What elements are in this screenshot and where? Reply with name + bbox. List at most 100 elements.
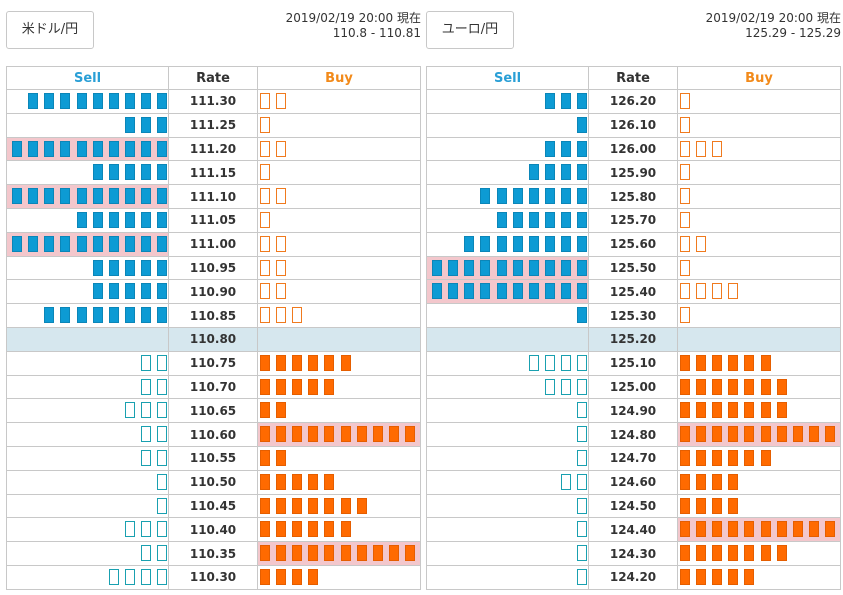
- buy-order-block: [680, 473, 690, 490]
- sell-orders-cell: [6, 445, 169, 471]
- sell-orders-cell: [6, 398, 169, 424]
- sell-order-block: [108, 235, 119, 252]
- buy-order-block: [276, 568, 287, 585]
- buy-order-block: [276, 354, 287, 371]
- sell-order-block: [124, 93, 135, 109]
- buy-orders-cell: [677, 541, 841, 566]
- buy-order-block: [728, 283, 739, 300]
- rate-value: 125.50: [588, 255, 678, 281]
- sell-order-block: [544, 140, 555, 157]
- sell-order-block: [496, 259, 507, 276]
- sell-orders-cell: [426, 279, 589, 305]
- sell-order-block: [157, 188, 167, 205]
- sell-order-block: [124, 259, 135, 276]
- buy-orders-cell: [677, 445, 841, 471]
- buy-order-block: [712, 140, 723, 157]
- sell-order-block: [157, 140, 167, 157]
- sell-order-block: [124, 307, 135, 324]
- buy-order-block: [260, 378, 270, 395]
- rate-value: 110.65: [168, 398, 258, 424]
- buy-orders-cell: [257, 207, 421, 233]
- sell-order-block: [496, 188, 507, 205]
- buy-orders-cell: [257, 326, 421, 352]
- sell-orders-cell: [426, 231, 589, 257]
- rate-row: 110.55: [6, 445, 421, 471]
- sell-order-block: [76, 211, 87, 228]
- buy-order-block: [776, 378, 787, 395]
- sell-order-block: [92, 235, 103, 252]
- sell-order-block: [560, 378, 571, 395]
- sell-orders-cell: [426, 374, 589, 400]
- sell-order-block: [108, 283, 119, 300]
- sell-order-block: [28, 140, 39, 157]
- buy-order-block: [308, 354, 319, 371]
- sell-order-block: [108, 164, 119, 181]
- rate-value: 110.75: [168, 350, 258, 376]
- buy-order-block: [308, 545, 319, 562]
- sell-orders-cell: [6, 231, 169, 257]
- buy-order-block: [824, 521, 835, 538]
- rate-row: 110.95: [6, 255, 421, 281]
- sell-order-block: [28, 188, 39, 205]
- buy-order-block: [680, 116, 690, 133]
- rate-value: 125.40: [588, 279, 678, 305]
- buy-order-block: [276, 449, 287, 466]
- buy-orders-cell: [677, 303, 841, 328]
- rate-row: 110.75: [6, 350, 421, 376]
- rate-row: 125.40: [426, 279, 841, 305]
- buy-order-block: [712, 283, 723, 300]
- sell-order-block: [480, 235, 491, 252]
- pair-button-usd-jpy[interactable]: 米ドル/円: [6, 11, 94, 49]
- pair-button-eur-jpy[interactable]: ユーロ/円: [426, 11, 514, 49]
- buy-orders-cell: [677, 184, 841, 209]
- buy-orders-cell: [677, 112, 841, 138]
- rate-value: 111.25: [168, 112, 258, 138]
- buy-orders-cell: [677, 207, 841, 233]
- rate-row: 110.65: [6, 398, 421, 424]
- buy-orders-cell: [257, 112, 421, 138]
- sell-orders-cell: [6, 493, 169, 519]
- buy-order-block: [680, 568, 690, 585]
- rate-value: 124.70: [588, 445, 678, 471]
- sell-order-block: [560, 140, 571, 157]
- rate-header: Rate: [588, 66, 678, 90]
- rate-value: 125.00: [588, 374, 678, 400]
- sell-orders-cell: [426, 255, 589, 281]
- buy-order-block: [744, 378, 755, 395]
- buy-order-block: [276, 473, 287, 490]
- rate-value: 111.05: [168, 207, 258, 233]
- buy-order-block: [356, 545, 367, 562]
- rate-value: 125.60: [588, 231, 678, 257]
- rate-row: 125.30: [426, 303, 841, 328]
- buy-order-block: [292, 354, 303, 371]
- rate-value: 126.00: [588, 136, 678, 162]
- buy-order-block: [260, 497, 270, 514]
- sell-order-block: [528, 235, 539, 252]
- rate-value: 125.90: [588, 160, 678, 186]
- sell-order-block: [108, 93, 119, 109]
- rate-value: 111.00: [168, 231, 258, 257]
- sell-order-block: [577, 449, 587, 466]
- buy-order-block: [696, 449, 707, 466]
- buy-orders-cell: [677, 350, 841, 376]
- sell-order-block: [108, 259, 119, 276]
- buy-orders-cell: [257, 231, 421, 257]
- sell-order-block: [157, 402, 167, 419]
- rate-row: 111.10: [6, 184, 421, 209]
- buy-order-block: [260, 354, 270, 371]
- sell-order-block: [92, 259, 103, 276]
- sell-order-block: [480, 259, 491, 276]
- rate-row: 110.60: [6, 422, 421, 447]
- buy-order-block: [680, 283, 690, 300]
- buy-order-block: [728, 473, 739, 490]
- buy-orders-cell: [677, 469, 841, 495]
- sell-order-block: [544, 164, 555, 181]
- buy-order-block: [744, 568, 755, 585]
- buy-order-block: [680, 545, 690, 562]
- buy-order-block: [776, 521, 787, 538]
- sell-order-block: [157, 354, 167, 371]
- buy-header: Buy: [257, 66, 421, 90]
- sell-order-block: [28, 93, 39, 109]
- buy-order-block: [260, 426, 270, 443]
- sell-order-block: [464, 259, 475, 276]
